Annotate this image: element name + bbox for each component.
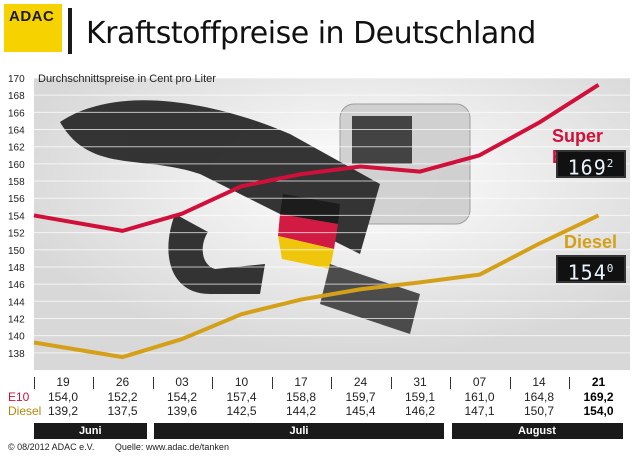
price-display-diesel-value: 154 (567, 260, 607, 285)
y-tick-label: 158 (8, 177, 25, 188)
x-tick-label: 26 (115, 375, 130, 389)
x-tick-label: 21 (591, 375, 606, 389)
y-tick-label: 154 (8, 211, 25, 222)
column-divider (331, 377, 332, 389)
data-label-diesel: 145,4 (345, 404, 376, 418)
x-tick-label: 03 (175, 375, 189, 389)
column-divider (33, 377, 35, 389)
y-tick-label: 146 (8, 280, 25, 291)
column-divider (93, 377, 94, 389)
month-label: August (451, 423, 623, 439)
data-label-e10: 154,0 (47, 390, 79, 404)
month-label: Juni (34, 423, 147, 439)
y-tick-label: 142 (8, 314, 25, 325)
x-tick-label: 14 (532, 375, 546, 389)
price-display-e10-value: 169 (567, 155, 607, 180)
page-title: Kraftstoffpreise in Deutschland (86, 16, 536, 51)
y-tick-label: 164 (8, 126, 25, 137)
data-label-diesel: 139,6 (166, 404, 198, 418)
data-label-e10: 157,4 (226, 390, 257, 404)
data-label-e10: 164,8 (523, 390, 555, 404)
column-divider (152, 377, 154, 389)
data-label-e10: 159,7 (345, 390, 376, 404)
y-tick-label: 168 (8, 91, 25, 102)
data-label-diesel: 137,5 (107, 404, 138, 418)
data-label-e10: 152,2 (107, 390, 138, 404)
column-divider (271, 377, 273, 389)
month-label: Juli (154, 423, 444, 439)
column-divider (212, 377, 213, 389)
y-tick-label: 140 (8, 332, 25, 343)
copyright: © 08/2012 ADAC e.V. (8, 442, 95, 452)
x-tick-label: 10 (234, 375, 249, 389)
row-label-e10: E10 (8, 390, 30, 404)
adac-logo: ADAC (4, 4, 62, 52)
column-divider (509, 377, 511, 389)
data-label-diesel: 139,2 (47, 404, 79, 418)
price-display-e10: 1692 (556, 150, 626, 180)
data-label-diesel: 147,1 (464, 404, 495, 418)
data-label-e10: 159,1 (404, 390, 436, 404)
line-chart: 138 140 142 144 146 148 150 152 154 156 158 160 162 1… (8, 73, 630, 370)
data-table: E10 Diesel © 08/2012 ADAC e.V. Quelle: w… (0, 373, 635, 463)
column-divider (390, 377, 392, 389)
x-tick-label: 24 (353, 375, 368, 389)
data-label-diesel: 150,7 (523, 404, 555, 418)
price-display-e10-decimal: 2 (606, 157, 615, 170)
price-display-diesel-decimal: 0 (606, 262, 615, 275)
column-divider (450, 377, 451, 389)
data-label-diesel: 146,2 (404, 404, 436, 418)
row-label-diesel: Diesel (8, 404, 42, 418)
data-label-e10: 158,8 (285, 390, 317, 404)
series-lines (33, 83, 600, 360)
series-line-diesel (33, 213, 600, 360)
y-tick-label: 150 (8, 246, 25, 257)
data-label-e10: 161,0 (464, 390, 495, 404)
legend-diesel-label: Diesel (564, 232, 618, 252)
y-axis-ticks: 138 140 142 144 146 148 150 152 154 156 158 160 162 1… (8, 74, 25, 360)
x-tick-label: 07 (472, 375, 487, 389)
y-tick-label: 148 (8, 263, 25, 274)
x-tick-label: 31 (413, 375, 427, 389)
y-tick-label: 138 (8, 349, 25, 360)
data-label-diesel: 144,2 (285, 404, 317, 418)
data-label-e10: 169,2 (583, 390, 614, 404)
x-tick-label: 17 (294, 375, 308, 389)
data-label-diesel: 142,5 (226, 404, 257, 418)
footer: © 08/2012 ADAC e.V. Quelle: www.adac.de/… (8, 442, 247, 452)
y-tick-label: 156 (8, 194, 25, 205)
title-divider (68, 8, 72, 54)
y-axis-label: Durchschnittspreise in Cent pro Liter (38, 73, 216, 85)
y-tick-label: 166 (8, 108, 25, 119)
y-tick-label: 152 (8, 229, 25, 240)
data-label-e10: 154,2 (166, 390, 198, 404)
source: Quelle: www.adac.de/tanken (114, 442, 229, 452)
series-line-super-e10 (33, 83, 600, 233)
data-label-diesel: 154,0 (583, 404, 614, 418)
chart-area: 138 140 142 144 146 148 150 152 154 156 158 160 162 1… (0, 64, 635, 374)
y-tick-label: 160 (8, 160, 25, 171)
price-display-diesel: 1540 (556, 255, 626, 285)
column-divider (569, 377, 570, 389)
x-tick-label: 19 (56, 375, 70, 389)
y-tick-label: 170 (8, 74, 25, 85)
y-tick-label: 162 (8, 143, 25, 154)
legend-diesel: Diesel (564, 232, 617, 253)
y-tick-label: 144 (8, 297, 25, 308)
